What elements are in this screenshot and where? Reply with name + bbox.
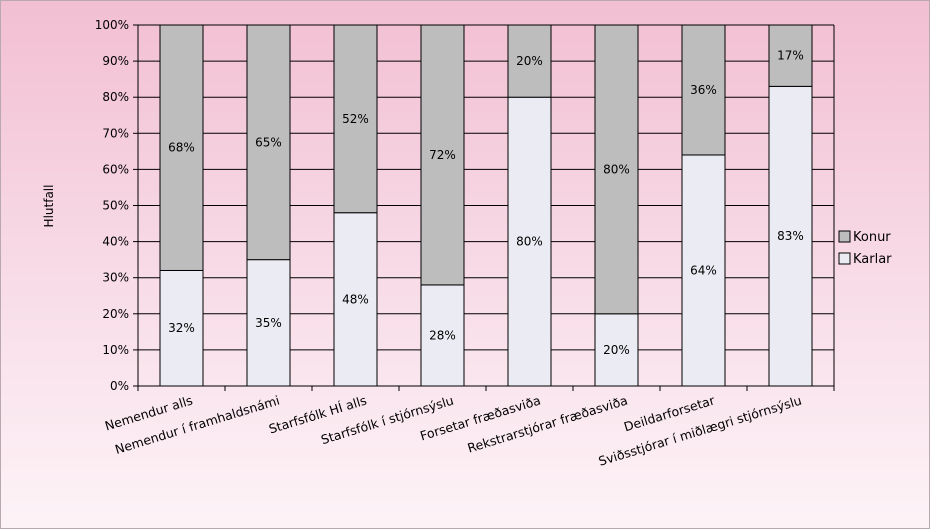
y-tick-label: 50% <box>102 199 129 213</box>
bar-karlar <box>594 313 639 387</box>
y-tick-label: 0% <box>110 379 129 393</box>
y-tick-label: 40% <box>102 235 129 249</box>
y-tick-label: 10% <box>102 343 129 357</box>
legend-label: Konur <box>853 230 891 245</box>
data-label: 36% <box>690 83 717 97</box>
x-category-label: Nemendur í framhaldsnámi <box>113 393 281 457</box>
data-label: 68% <box>168 141 195 155</box>
y-tick-labels: 0% 10% 20% 30% 40% 50% 60% 70% 80% 90% 100% <box>95 18 129 393</box>
x-category-label: Rekstrarstjórar fræðasviða <box>466 393 630 456</box>
bar-konur <box>681 24 726 156</box>
y-tick-label: 70% <box>102 126 129 140</box>
legend-swatch <box>838 252 851 265</box>
data-label: 65% <box>255 135 282 149</box>
y-tick-label: 90% <box>102 54 129 68</box>
data-label: 80% <box>603 162 630 176</box>
data-label: 80% <box>516 235 543 249</box>
y-tick-label: 80% <box>102 90 129 104</box>
bar-karlar <box>333 212 378 387</box>
bar-konur <box>246 24 291 261</box>
data-label: 28% <box>429 328 456 342</box>
axes <box>133 24 835 391</box>
bar-konur <box>420 24 465 286</box>
data-label: 17% <box>777 49 804 63</box>
bars <box>159 24 813 387</box>
gridlines <box>138 24 834 387</box>
bar-karlar <box>159 269 204 387</box>
legend: Konur Karlar <box>838 230 892 267</box>
data-label: 64% <box>690 263 717 277</box>
data-label: 20% <box>603 343 630 357</box>
bar-karlar <box>507 96 552 387</box>
bar-karlar <box>681 154 726 387</box>
bar-karlar <box>768 85 813 387</box>
y-tick-label: 20% <box>102 307 129 321</box>
y-tick-label: 60% <box>102 162 129 176</box>
data-label: 48% <box>342 292 369 306</box>
data-label: 83% <box>777 229 804 243</box>
data-labels: 32% 68% 35% 65% 48% 52% 28% 72% 80% 20% 20% 80% 64% 3… <box>168 49 804 357</box>
bar-konur <box>594 24 639 315</box>
data-label: 35% <box>255 316 282 330</box>
data-label: 52% <box>342 112 369 126</box>
bar-karlar <box>246 259 291 387</box>
y-axis-label: Hlutfall <box>42 185 56 228</box>
bar-konur <box>333 24 378 214</box>
bar-konur <box>159 24 204 271</box>
bar-konur <box>768 24 813 87</box>
y-tick-label: 30% <box>102 271 129 285</box>
data-label: 72% <box>429 148 456 162</box>
legend-swatch <box>838 230 851 243</box>
data-label: 32% <box>168 321 195 335</box>
data-label: 20% <box>516 54 543 68</box>
y-tick-label: 100% <box>95 18 129 32</box>
legend-label: Karlar <box>853 252 892 267</box>
bar-konur <box>507 24 552 98</box>
